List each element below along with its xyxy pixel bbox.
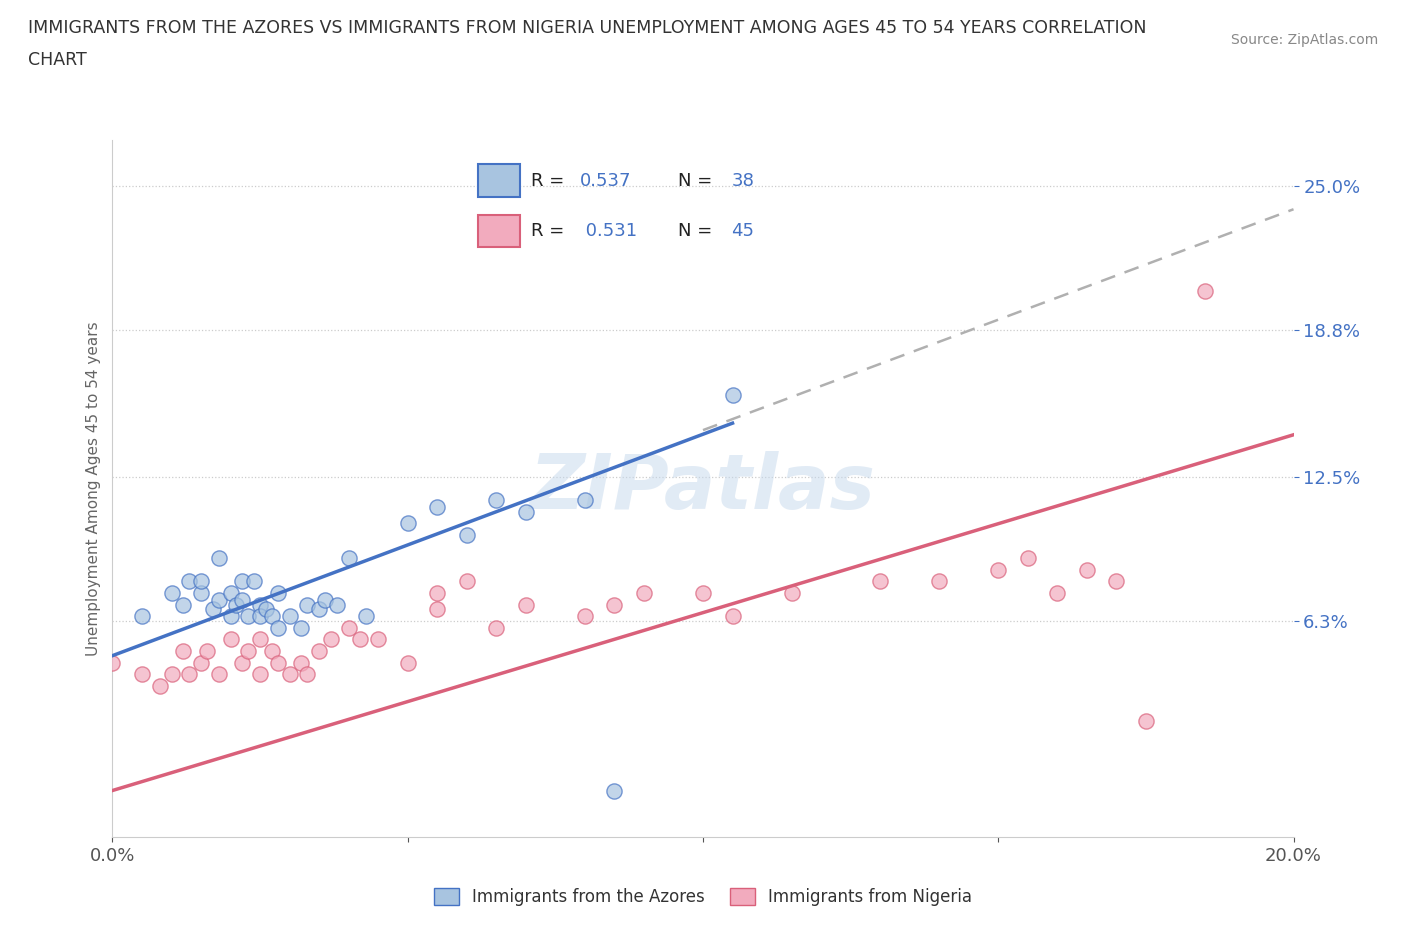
Point [131, 609, 153, 624]
Point [721, 609, 744, 624]
Point [1135, 713, 1157, 728]
Point [160, 667, 183, 682]
Point [179, 667, 201, 682]
Point [101, 656, 124, 671]
Point [515, 597, 537, 612]
Point [456, 527, 478, 542]
Point [231, 574, 253, 589]
Point [297, 597, 319, 612]
Point [367, 632, 389, 647]
Point [426, 586, 449, 601]
Point [208, 592, 231, 607]
Point [456, 574, 478, 589]
Point [319, 632, 342, 647]
Point [1046, 586, 1069, 601]
Point [574, 609, 596, 624]
Point [231, 592, 253, 607]
Point [267, 586, 290, 601]
Point [987, 562, 1010, 577]
Point [396, 516, 419, 531]
Point [190, 586, 212, 601]
Point [485, 493, 508, 508]
Point [190, 656, 212, 671]
Point [260, 609, 283, 624]
Text: IMMIGRANTS FROM THE AZORES VS IMMIGRANTS FROM NIGERIA UNEMPLOYMENT AMONG AGES 45: IMMIGRANTS FROM THE AZORES VS IMMIGRANTS… [28, 19, 1147, 36]
Text: CHART: CHART [28, 51, 87, 69]
Legend: Immigrants from the Azores, Immigrants from Nigeria: Immigrants from the Azores, Immigrants f… [427, 881, 979, 912]
Point [249, 667, 271, 682]
Point [603, 783, 626, 798]
Point [780, 586, 803, 601]
Point [278, 609, 301, 624]
Point [160, 586, 183, 601]
Point [349, 632, 371, 647]
Point [928, 574, 950, 589]
Point [208, 551, 231, 565]
Point [201, 602, 224, 617]
Point [225, 597, 247, 612]
Point [195, 644, 218, 658]
Point [243, 574, 266, 589]
Text: ZIPatlas: ZIPatlas [530, 451, 876, 525]
Point [219, 632, 242, 647]
Point [1017, 551, 1039, 565]
Point [574, 493, 596, 508]
Point [172, 597, 194, 612]
Point [179, 574, 201, 589]
Point [290, 620, 312, 635]
Point [249, 609, 271, 624]
Point [326, 597, 349, 612]
Point [1076, 562, 1098, 577]
Point [633, 586, 655, 601]
Point [172, 644, 194, 658]
Point [692, 586, 714, 601]
Point [238, 609, 260, 624]
Point [337, 620, 360, 635]
Point [260, 644, 283, 658]
Text: Source: ZipAtlas.com: Source: ZipAtlas.com [1230, 33, 1378, 46]
Point [1194, 284, 1216, 299]
Point [426, 602, 449, 617]
Point [190, 574, 212, 589]
Point [131, 667, 153, 682]
Point [219, 609, 242, 624]
Point [238, 644, 260, 658]
Point [603, 597, 626, 612]
Point [231, 656, 253, 671]
Point [721, 388, 744, 403]
Point [426, 499, 449, 514]
Point [208, 667, 231, 682]
Y-axis label: Unemployment Among Ages 45 to 54 years: Unemployment Among Ages 45 to 54 years [86, 321, 101, 656]
Point [1105, 574, 1128, 589]
Point [249, 632, 271, 647]
Point [249, 597, 271, 612]
Point [297, 667, 319, 682]
Point [337, 551, 360, 565]
Point [356, 609, 378, 624]
Point [278, 667, 301, 682]
Point [308, 602, 330, 617]
Point [219, 586, 242, 601]
Point [515, 504, 537, 519]
Point [267, 656, 290, 671]
Point [149, 679, 172, 694]
Point [396, 656, 419, 671]
Point [290, 656, 312, 671]
Point [314, 592, 336, 607]
Point [254, 602, 277, 617]
Point [485, 620, 508, 635]
Point [308, 644, 330, 658]
Point [869, 574, 891, 589]
Point [267, 620, 290, 635]
